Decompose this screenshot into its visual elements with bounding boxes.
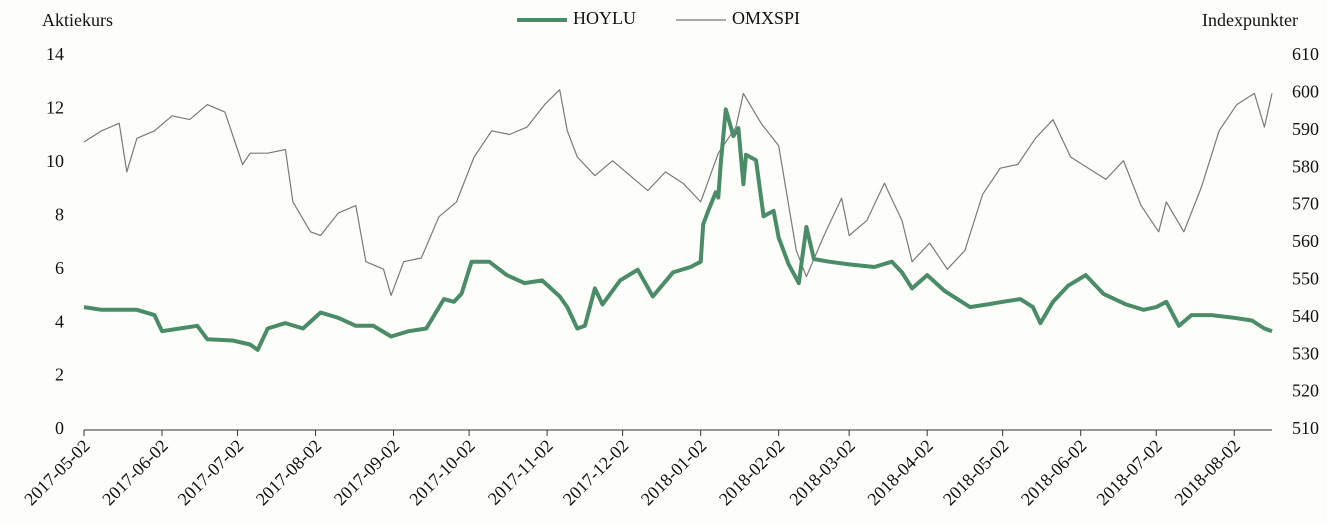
x-tick-label: 2017-09-02: [330, 436, 404, 510]
legend-label: OMXSPI: [732, 8, 800, 28]
y-tick-label: 14: [46, 44, 64, 64]
y2-tick-label: 530: [1292, 343, 1319, 363]
y2-tick-label: 540: [1292, 306, 1319, 326]
x-tick-label: 2017-08-02: [252, 436, 326, 510]
series-line: [83, 89, 1273, 296]
x-tick-label: 2018-02-02: [715, 436, 789, 510]
y-tick-label: 6: [55, 258, 64, 278]
y-tick-label: 4: [55, 311, 64, 331]
y2-tick-label: 580: [1292, 156, 1319, 176]
series-line: [83, 107, 1273, 352]
x-tick-label: 2017-07-02: [174, 436, 248, 510]
y-tick-label: 2: [55, 365, 64, 385]
x-tick-label: 2017-06-02: [98, 436, 172, 510]
y2-tick-label: 550: [1292, 269, 1319, 289]
x-tick-label: 2018-08-02: [1170, 436, 1244, 510]
y2-tick-label: 570: [1292, 194, 1319, 214]
y2-tick-label: 520: [1292, 381, 1319, 401]
x-tick-label: 2018-06-02: [1017, 436, 1091, 510]
x-tick-label: 2017-12-02: [559, 436, 633, 510]
y2-axis-label: Indexpunkter: [1202, 10, 1298, 30]
y-tick-label: 0: [55, 418, 64, 438]
x-tick-label: 2018-04-02: [863, 436, 937, 510]
y2-tick-label: 600: [1292, 82, 1319, 102]
x-tick-label: 2018-03-02: [785, 436, 859, 510]
x-tick-label: 2017-10-02: [405, 436, 479, 510]
y2-tick-label: 610: [1292, 44, 1319, 64]
y2-tick-label: 560: [1292, 231, 1319, 251]
x-tick-label: 2018-01-02: [637, 436, 711, 510]
x-tick-label: 2017-05-02: [20, 436, 94, 510]
y-tick-label: 8: [55, 204, 64, 224]
x-tick-label: 2018-07-02: [1092, 436, 1166, 510]
y-tick-label: 10: [46, 151, 64, 171]
y2-tick-label: 590: [1292, 119, 1319, 139]
y-axis-label: Aktiekurs: [42, 10, 113, 30]
legend-label: HOYLU: [573, 8, 636, 28]
y2-tick-label: 510: [1292, 418, 1319, 438]
y-tick-label: 12: [46, 98, 64, 118]
x-tick-label: 2018-05-02: [939, 436, 1013, 510]
x-tick-label: 2017-11-02: [484, 436, 557, 509]
